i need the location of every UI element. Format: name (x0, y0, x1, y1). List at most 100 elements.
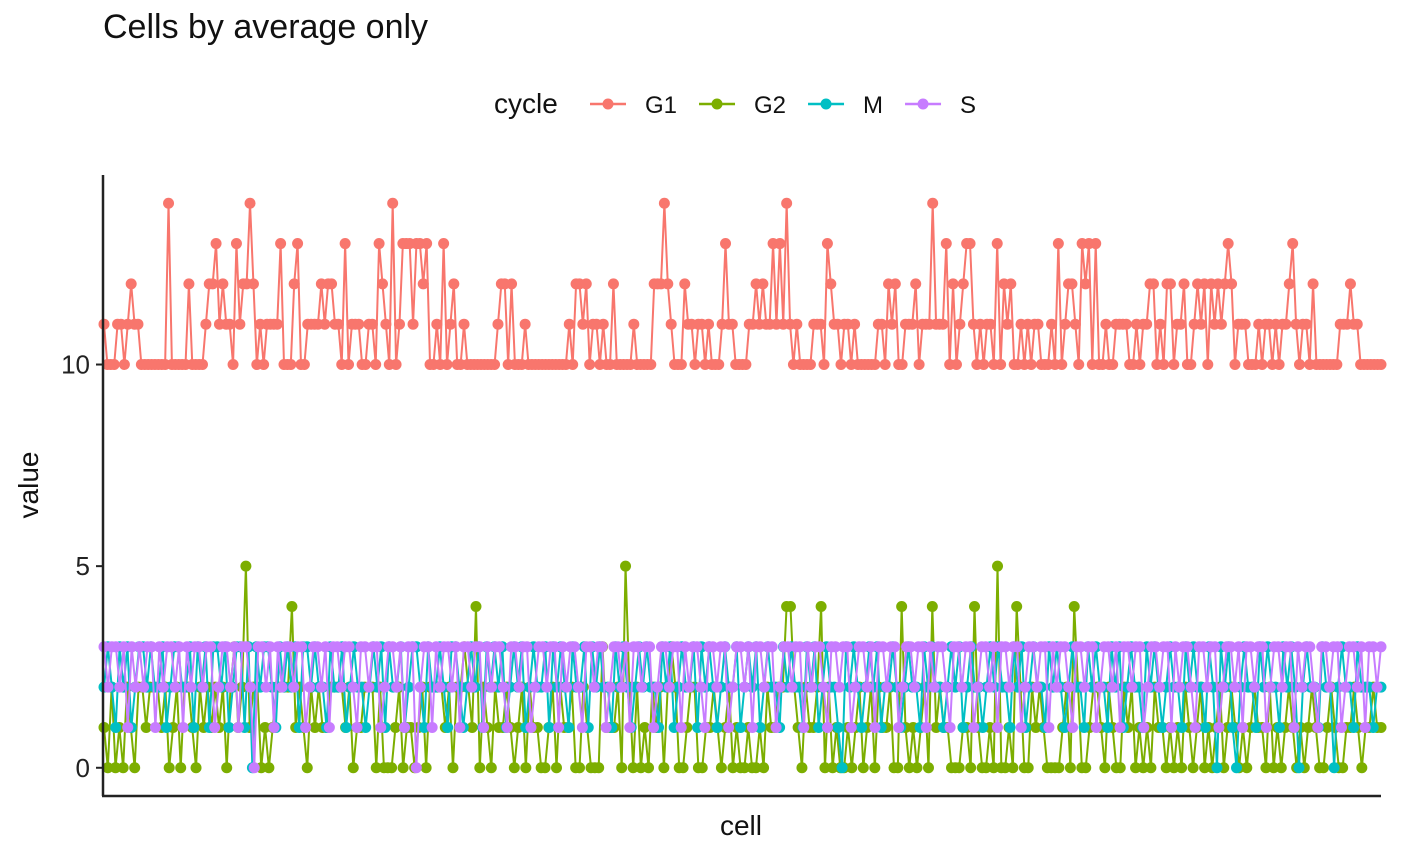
data-point (827, 762, 839, 774)
data-point (892, 762, 904, 774)
data-point (1355, 641, 1367, 653)
data-point (695, 681, 707, 693)
data-point (1359, 721, 1371, 733)
data-point (1241, 762, 1253, 774)
data-point (905, 641, 917, 653)
data-point (1130, 762, 1142, 774)
data-point (366, 318, 378, 330)
data-point (1328, 762, 1340, 774)
data-point (703, 318, 715, 330)
data-point (814, 641, 826, 653)
data-point (379, 681, 391, 693)
data-point (600, 721, 612, 733)
legend-key-point (602, 98, 614, 110)
data-point (466, 681, 478, 693)
data-point (407, 318, 419, 330)
data-point (1229, 359, 1241, 371)
legend-item-m: M (808, 92, 883, 119)
data-point (118, 359, 130, 371)
data-point (906, 318, 918, 330)
data-point (957, 721, 969, 733)
data-point (1147, 278, 1159, 290)
data-point (183, 278, 195, 290)
data-point (750, 762, 762, 774)
data-point (977, 721, 989, 733)
data-point (240, 641, 252, 653)
data-point (276, 681, 288, 693)
data-point (1003, 681, 1015, 693)
data-point (132, 318, 144, 330)
y-axis-label: value (13, 452, 44, 519)
data-point (1312, 721, 1324, 733)
data-point (1351, 318, 1363, 330)
data-point (1217, 681, 1229, 693)
data-point (836, 762, 848, 774)
data-point (371, 641, 383, 653)
data-point (886, 318, 898, 330)
data-point (691, 641, 703, 653)
data-point (1283, 278, 1295, 290)
data-point (829, 641, 841, 653)
data-point (160, 721, 172, 733)
data-point (177, 721, 189, 733)
data-point (370, 762, 382, 774)
data-point (288, 278, 300, 290)
data-point (225, 681, 237, 693)
data-point (1185, 359, 1197, 371)
data-point (1063, 681, 1075, 693)
data-point (1068, 600, 1080, 612)
data-point (953, 762, 965, 774)
data-point (727, 762, 739, 774)
data-point (841, 641, 853, 653)
data-point (1324, 681, 1336, 693)
data-point (968, 721, 980, 733)
data-point (129, 762, 141, 774)
data-point (442, 641, 454, 653)
legend-label: G2 (754, 92, 786, 119)
data-point (1256, 641, 1268, 653)
data-point (806, 681, 818, 693)
data-point (118, 641, 130, 653)
data-point (964, 238, 976, 250)
data-point (1213, 721, 1225, 733)
data-point (474, 762, 486, 774)
data-point (1256, 359, 1268, 371)
legend-items: G1 G2 M S (590, 92, 976, 119)
data-point (140, 721, 152, 733)
data-point (940, 681, 952, 693)
data-point (1296, 681, 1308, 693)
data-point (446, 681, 458, 693)
data-point (300, 721, 312, 733)
data-point (972, 681, 984, 693)
data-point (240, 560, 252, 572)
data-point (541, 681, 553, 693)
data-point (130, 681, 142, 693)
y-tick-label: 10 (61, 350, 90, 380)
data-point (1120, 318, 1132, 330)
data-point (988, 762, 1000, 774)
data-point (861, 681, 873, 693)
data-point (360, 721, 372, 733)
data-point (956, 681, 968, 693)
data-point (213, 681, 225, 693)
data-point (1027, 641, 1039, 653)
data-point (1260, 762, 1272, 774)
data-point (380, 318, 392, 330)
data-point (326, 278, 338, 290)
data-point (726, 318, 738, 330)
data-point (1307, 278, 1319, 290)
data-point (1126, 681, 1138, 693)
data-point (604, 681, 616, 693)
data-point (1229, 681, 1241, 693)
data-point (1110, 641, 1122, 653)
data-point (1375, 641, 1387, 653)
data-point (727, 681, 739, 693)
data-point (1090, 721, 1102, 733)
data-point (662, 278, 674, 290)
data-point (353, 318, 365, 330)
data-point (1078, 721, 1090, 733)
data-point (735, 641, 747, 653)
data-point (897, 681, 909, 693)
data-point (1272, 641, 1284, 653)
data-point (292, 238, 304, 250)
